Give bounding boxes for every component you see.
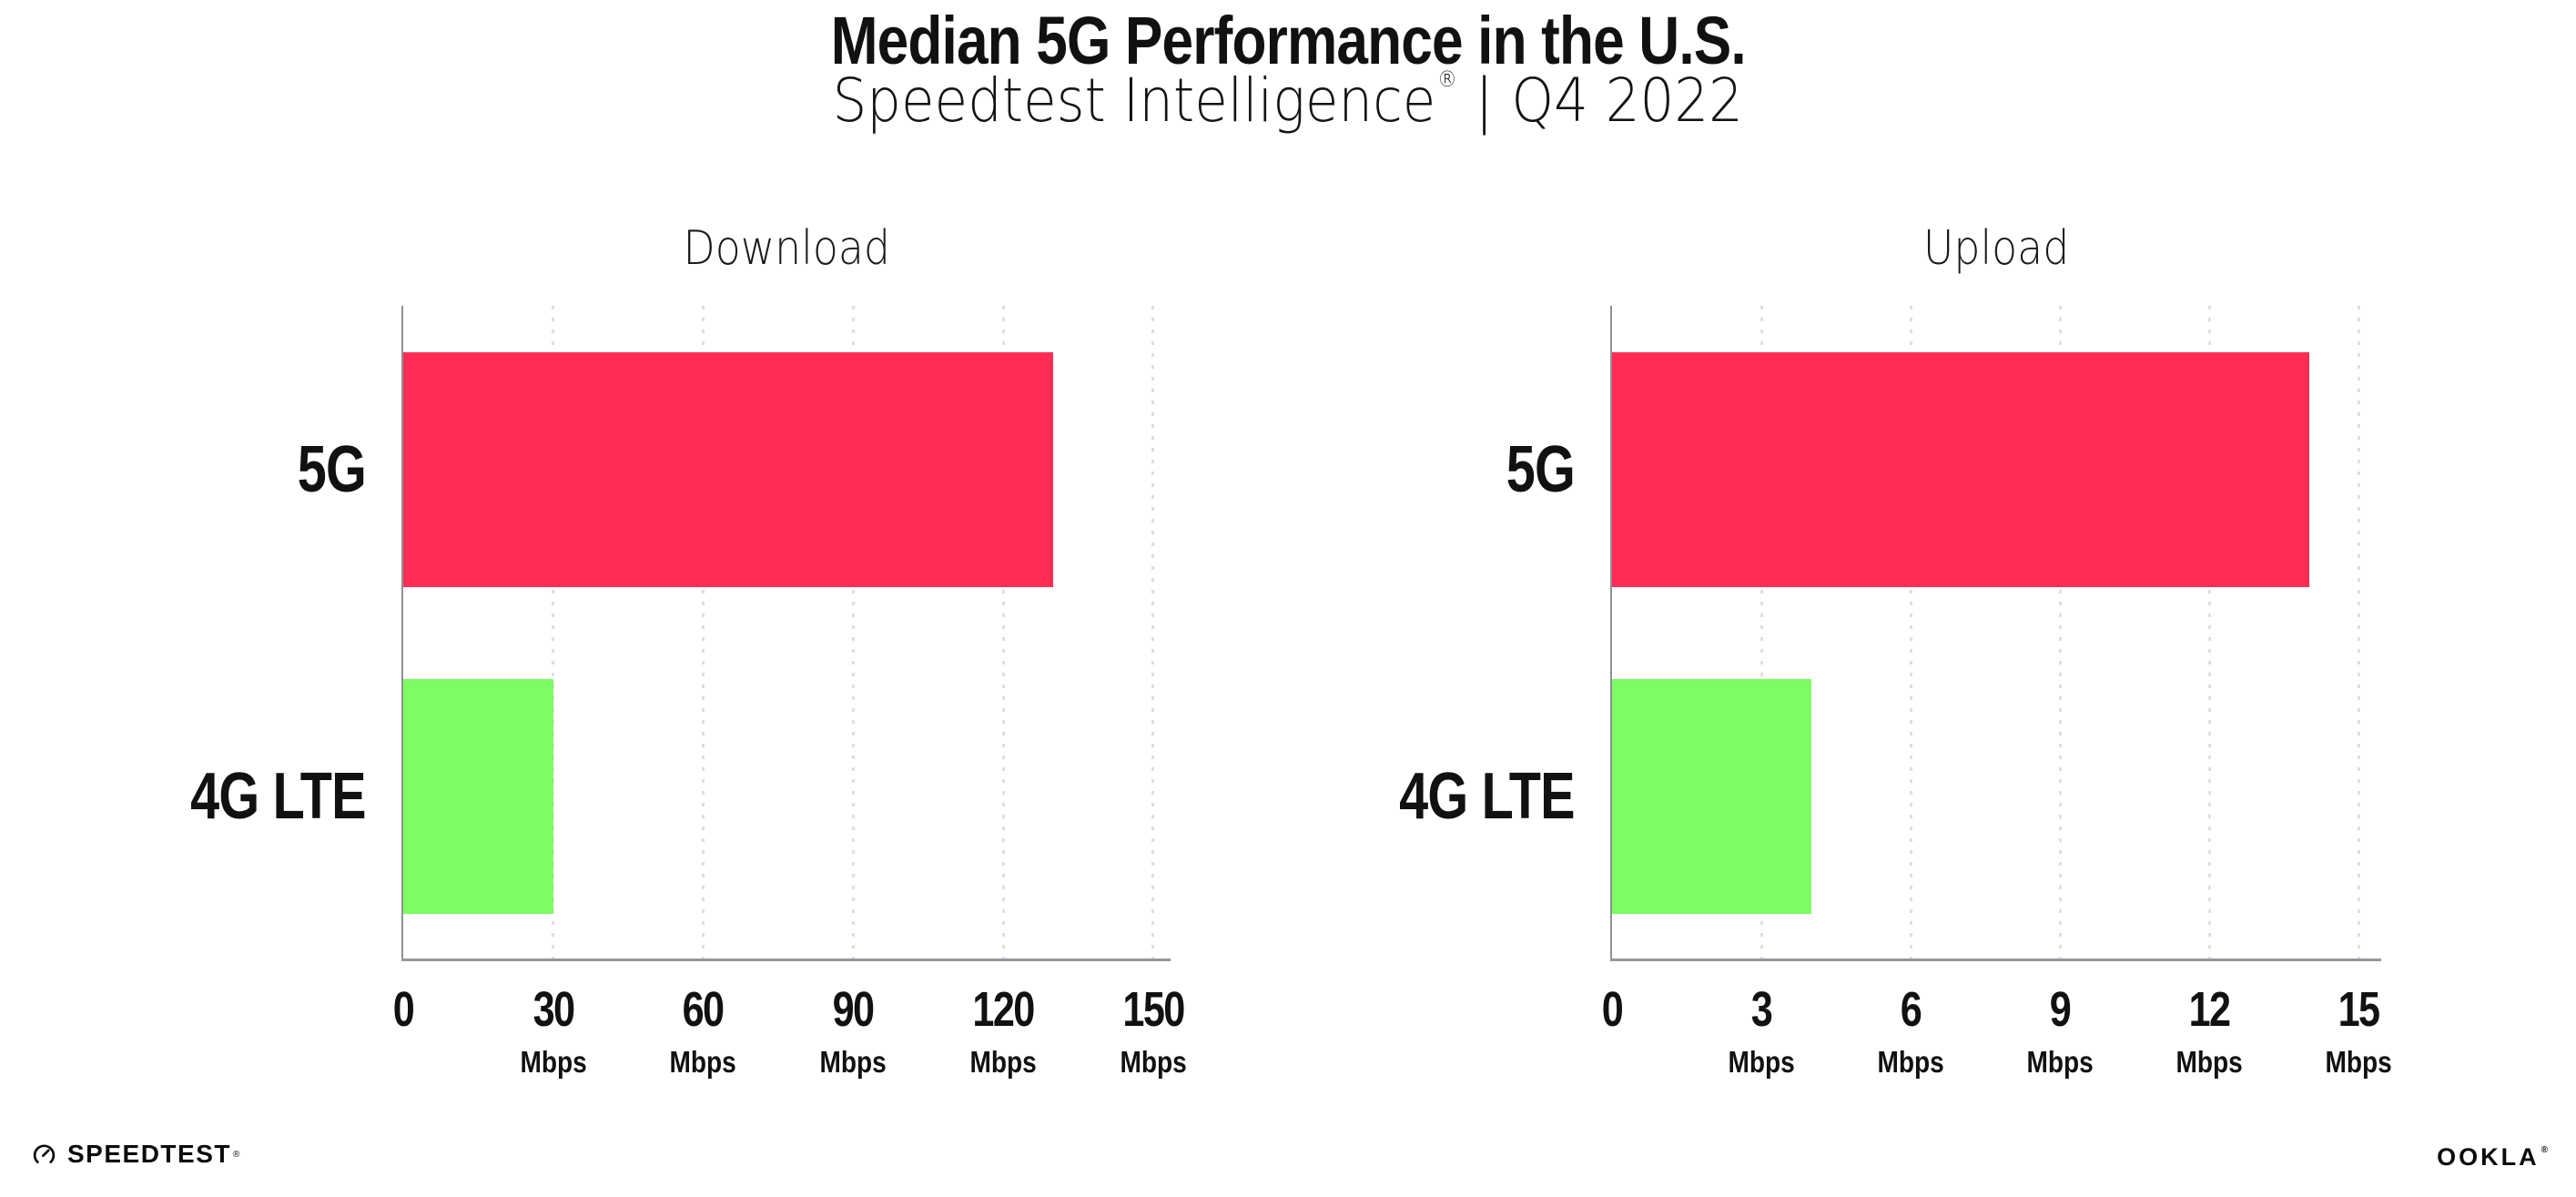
chart-title-upload: Upload bbox=[1612, 221, 2381, 276]
gridline-download-120 bbox=[1001, 306, 1005, 959]
x-tick-value-upload-12: 12 bbox=[2188, 982, 2231, 1037]
y-axis-spine-upload bbox=[1610, 306, 1612, 961]
x-tick-unit-text-upload-9: Mbps bbox=[2026, 1045, 2094, 1079]
category-label-4g-lte-download: 4G LTE bbox=[0, 679, 366, 914]
category-label-5g-download: 5G bbox=[0, 352, 367, 587]
x-tick-unit-text-download-120: Mbps bbox=[969, 1045, 1037, 1079]
x-tick-unit-text-upload-12: Mbps bbox=[2175, 1045, 2243, 1079]
x-tick-value-download-150: 150 bbox=[1122, 982, 1185, 1037]
x-tick-unit-download-30: Mbps bbox=[417, 1045, 690, 1080]
x-tick-unit-text-download-30: Mbps bbox=[520, 1045, 587, 1079]
bar-4g-lte-download bbox=[403, 679, 553, 914]
gridline-upload-9 bbox=[2058, 306, 2062, 959]
x-tick-value-download-0: 0 bbox=[392, 982, 415, 1037]
x-tick-value-upload-3: 3 bbox=[1750, 982, 1773, 1037]
subtitle-separator: | bbox=[1475, 66, 1494, 136]
x-tick-unit-download-90: Mbps bbox=[716, 1045, 989, 1080]
x-tick-unit-text-download-150: Mbps bbox=[1120, 1045, 1187, 1079]
x-tick-unit-text-upload-3: Mbps bbox=[1728, 1045, 1795, 1079]
chart-title-text-upload: Upload bbox=[1923, 221, 2070, 276]
x-tick-label-upload-0: 0 bbox=[1476, 981, 1749, 1038]
page-title-text: Median 5G Performance in the U.S. bbox=[830, 3, 1746, 78]
ookla-logo: OOKLA ® bbox=[2437, 1143, 2551, 1172]
subtitle-period: Q4 2022 bbox=[1511, 66, 1744, 136]
x-tick-unit-download-60: Mbps bbox=[567, 1045, 840, 1080]
speedtest-registered-mark: ® bbox=[232, 1149, 240, 1160]
x-tick-unit-upload-12: Mbps bbox=[2073, 1045, 2346, 1080]
category-label-5g-upload: 5G bbox=[1192, 352, 1576, 587]
ookla-wordmark: OOKLA bbox=[2437, 1143, 2540, 1171]
page-subtitle-text: Speedtest Intelligence® | Q4 2022 bbox=[833, 66, 1743, 136]
gridline-download-60 bbox=[702, 306, 705, 959]
x-tick-label-download-30: 30 bbox=[417, 981, 690, 1038]
x-tick-label-upload-12: 12 bbox=[2073, 981, 2346, 1038]
chart-title-download: Download bbox=[403, 221, 1171, 276]
x-tick-value-download-120: 120 bbox=[972, 982, 1035, 1037]
gridline-upload-15 bbox=[2357, 306, 2360, 959]
x-tick-label-download-60: 60 bbox=[567, 981, 840, 1038]
gridline-download-90 bbox=[851, 306, 855, 959]
x-tick-label-upload-15: 15 bbox=[2222, 981, 2495, 1038]
gridline-upload-6 bbox=[1909, 306, 1912, 959]
speedtest-logo: SPEEDTEST ® bbox=[32, 1140, 239, 1169]
x-tick-value-upload-6: 6 bbox=[1900, 982, 1922, 1037]
x-tick-label-upload-6: 6 bbox=[1774, 981, 2047, 1038]
gridline-download-150 bbox=[1151, 306, 1155, 959]
speedtest-wordmark: SPEEDTEST bbox=[67, 1140, 231, 1168]
subtitle-product: Speedtest Intelligence bbox=[832, 66, 1436, 136]
category-label-text-5g-upload: 5G bbox=[1506, 433, 1576, 506]
x-tick-unit-upload-6: Mbps bbox=[1774, 1045, 2047, 1080]
x-tick-label-upload-3: 3 bbox=[1625, 981, 1898, 1038]
x-tick-label-download-150: 150 bbox=[1017, 981, 1290, 1038]
category-label-text-5g-download: 5G bbox=[297, 433, 367, 506]
x-tick-unit-text-download-90: Mbps bbox=[819, 1045, 887, 1079]
speedtest-gauge-icon bbox=[33, 1144, 56, 1163]
bar-5g-upload bbox=[1612, 352, 2309, 587]
category-label-text-4g-lte-upload: 4G LTE bbox=[1399, 760, 1575, 833]
x-tick-unit-download-120: Mbps bbox=[867, 1045, 1140, 1080]
x-tick-value-download-30: 30 bbox=[532, 982, 574, 1037]
gridline-upload-12 bbox=[2207, 306, 2211, 959]
x-tick-value-download-60: 60 bbox=[683, 982, 725, 1037]
x-tick-label-download-90: 90 bbox=[716, 981, 989, 1038]
bar-5g-download bbox=[403, 352, 1053, 587]
ookla-registered-mark: ® bbox=[2541, 1145, 2551, 1155]
x-tick-unit-text-upload-6: Mbps bbox=[1877, 1045, 1944, 1079]
x-tick-value-download-90: 90 bbox=[832, 982, 875, 1037]
x-tick-unit-upload-15: Mbps bbox=[2222, 1045, 2495, 1080]
x-tick-unit-text-upload-15: Mbps bbox=[2325, 1045, 2392, 1079]
x-tick-label-download-0: 0 bbox=[267, 981, 540, 1038]
x-tick-label-download-120: 120 bbox=[867, 981, 1140, 1038]
gridline-download-30 bbox=[552, 306, 555, 959]
chart-title-text-download: Download bbox=[683, 221, 891, 276]
gridline-upload-3 bbox=[1760, 306, 1763, 959]
x-axis-line-download bbox=[401, 959, 1171, 961]
y-axis-spine-download bbox=[401, 306, 403, 961]
registered-mark: ® bbox=[1437, 66, 1457, 92]
x-tick-unit-upload-9: Mbps bbox=[1923, 1045, 2196, 1080]
x-tick-value-upload-0: 0 bbox=[1601, 982, 1624, 1037]
category-label-4g-lte-upload: 4G LTE bbox=[1192, 679, 1575, 914]
x-tick-unit-download-150: Mbps bbox=[1017, 1045, 1290, 1080]
x-tick-label-upload-9: 9 bbox=[1923, 981, 2196, 1038]
bar-4g-lte-upload bbox=[1612, 679, 1811, 914]
x-axis-line-upload bbox=[1610, 959, 2381, 961]
x-tick-unit-upload-3: Mbps bbox=[1625, 1045, 1898, 1080]
page-subtitle: Speedtest Intelligence® | Q4 2022 bbox=[0, 66, 2576, 136]
x-tick-value-upload-9: 9 bbox=[2049, 982, 2072, 1037]
page-title: Median 5G Performance in the U.S. bbox=[0, 2, 2576, 79]
x-tick-value-upload-15: 15 bbox=[2338, 982, 2380, 1037]
x-tick-unit-text-download-60: Mbps bbox=[669, 1045, 737, 1079]
category-label-text-4g-lte-download: 4G LTE bbox=[190, 760, 366, 833]
